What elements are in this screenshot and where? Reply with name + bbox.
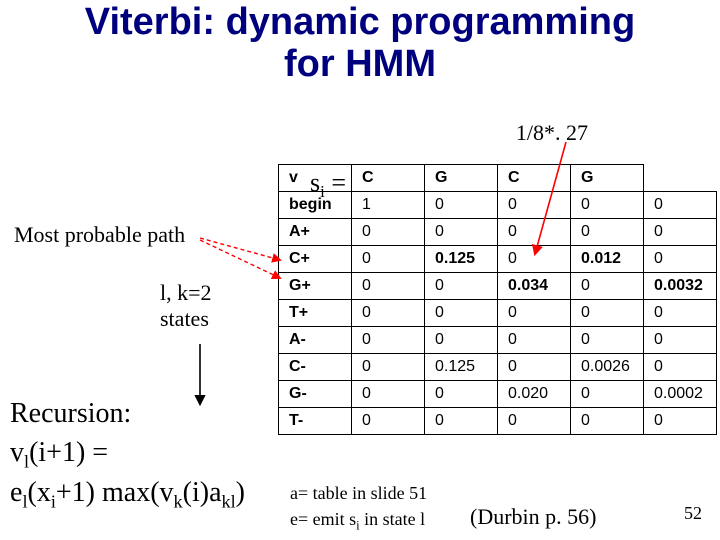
table-cell: 0 <box>644 246 717 273</box>
table-cell: 0 <box>425 381 498 408</box>
table-cell: 0.0032 <box>644 273 717 300</box>
table-cell: 0 <box>644 408 717 435</box>
table-cell: 0 <box>498 354 571 381</box>
table-row: A+00000 <box>279 219 717 246</box>
table-row: G-000.02000.0002 <box>279 381 717 408</box>
slide-root: Viterbi: dynamic programming for HMM 1/8… <box>0 0 720 540</box>
table-row: C+00.12500.0120 <box>279 246 717 273</box>
table-cell: 0.0026 <box>571 354 644 381</box>
table-cell: 0.020 <box>498 381 571 408</box>
recursion-line-2: vl(i+1) = <box>10 437 108 468</box>
recursion-line-3: el(xi+1) max(vk(i)akl) <box>10 477 245 508</box>
table-cell: 0 <box>644 219 717 246</box>
durbin-citation: (Durbin p. 56) <box>470 504 596 530</box>
table-cell: 0 <box>571 381 644 408</box>
table-cell: 0 <box>644 354 717 381</box>
table-body: begin10000A+00000C+00.12500.0120G+000.03… <box>279 192 717 435</box>
table-header-cell: C <box>498 165 571 192</box>
table-cell: 0 <box>352 354 425 381</box>
table-row-label: C- <box>279 354 352 381</box>
e-equals-note: e= emit si in state l <box>290 509 425 534</box>
recursion-block: Recursion: vl(i+1) = el(xi+1) max(vk(i)a… <box>10 395 245 515</box>
table-cell: 0.012 <box>571 246 644 273</box>
recursion-label: Recursion: <box>10 398 131 429</box>
table-cell: 0 <box>571 273 644 300</box>
table-cell: 0.0002 <box>644 381 717 408</box>
table-cell: 0 <box>644 300 717 327</box>
table-header-cell: v <box>279 165 352 192</box>
red-dashed-arrows <box>200 238 280 278</box>
table-cell: 0 <box>425 219 498 246</box>
table-cell: 0 <box>352 408 425 435</box>
lk-line-2: states <box>160 306 209 331</box>
table-row-label: C+ <box>279 246 352 273</box>
title-line-2: for HMM <box>284 43 436 85</box>
table-cell: 0.125 <box>425 354 498 381</box>
table-header-cell: C <box>352 165 425 192</box>
table-cell: 0 <box>352 219 425 246</box>
slide-title: Viterbi: dynamic programming for HMM <box>0 2 720 86</box>
table-cell: 0 <box>571 300 644 327</box>
table-row: T+00000 <box>279 300 717 327</box>
table-cell: 0 <box>498 219 571 246</box>
table-row-label: A- <box>279 327 352 354</box>
table-cell: 0 <box>571 192 644 219</box>
table-row: A-00000 <box>279 327 717 354</box>
table-header-cell: G <box>571 165 644 192</box>
table-cell: 0 <box>644 327 717 354</box>
table-cell: 0 <box>352 381 425 408</box>
table-row: begin10000 <box>279 192 717 219</box>
table-cell: 0 <box>498 408 571 435</box>
title-line-1: Viterbi: dynamic programming <box>85 1 635 43</box>
table-row-label: G- <box>279 381 352 408</box>
table-header-row: vCGCG <box>279 165 717 192</box>
table-cell: 0 <box>352 327 425 354</box>
table-row: G+000.03400.0032 <box>279 273 717 300</box>
table-cell: 0 <box>644 192 717 219</box>
table-row-label: G+ <box>279 273 352 300</box>
table-row-label: begin <box>279 192 352 219</box>
most-probable-path-label: Most probable path <box>14 222 185 248</box>
table-cell: 0 <box>498 300 571 327</box>
fraction-label: 1/8*. 27 <box>516 120 588 146</box>
table-cell: 0 <box>498 246 571 273</box>
table-cell: 0 <box>571 219 644 246</box>
page-number: 52 <box>684 503 702 524</box>
table-header-cell: G <box>425 165 498 192</box>
table-cell: 0 <box>352 246 425 273</box>
lk-states-label: l, k=2 states <box>160 280 212 333</box>
table-row-label: A+ <box>279 219 352 246</box>
table-cell: 0.125 <box>425 246 498 273</box>
table-cell: 0 <box>425 408 498 435</box>
table-cell: 0.034 <box>498 273 571 300</box>
table-cell: 0 <box>425 327 498 354</box>
table-row: T-00000 <box>279 408 717 435</box>
table-row-label: T+ <box>279 300 352 327</box>
table-cell: 0 <box>571 408 644 435</box>
table-cell: 0 <box>425 192 498 219</box>
a-equals-note: a= table in slide 51 <box>290 483 427 504</box>
table-cell: 0 <box>352 273 425 300</box>
lk-line-1: l, k=2 <box>160 280 212 305</box>
table-cell: 1 <box>352 192 425 219</box>
table-cell: 0 <box>571 327 644 354</box>
viterbi-table: vCGCG begin10000A+00000C+00.12500.0120G+… <box>278 164 717 435</box>
table-cell: 0 <box>425 273 498 300</box>
table-row: C-00.12500.00260 <box>279 354 717 381</box>
table-row-label: T- <box>279 408 352 435</box>
table-cell: 0 <box>498 192 571 219</box>
table-cell: 0 <box>425 300 498 327</box>
table-cell: 0 <box>498 327 571 354</box>
table-cell: 0 <box>352 300 425 327</box>
